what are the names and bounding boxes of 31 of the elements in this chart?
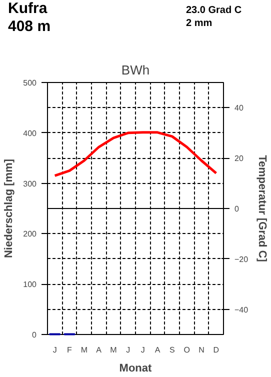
x-tick-label: M bbox=[80, 346, 88, 354]
x-tick-label: S bbox=[170, 346, 175, 354]
y-axis-title: Niederschlag [mm] bbox=[3, 158, 16, 258]
y2-tick-label: 20 bbox=[234, 154, 244, 164]
y-tick-label: 400 bbox=[23, 128, 38, 138]
text: 408 m bbox=[8, 18, 51, 35]
text: 23.0 Grad C bbox=[186, 5, 242, 16]
y-tick-label: 300 bbox=[23, 179, 38, 188]
text: 2 mm bbox=[186, 18, 212, 29]
text: Kufra bbox=[8, 0, 48, 17]
y2-tick-label: −20 bbox=[234, 254, 249, 264]
x-tick-label: J bbox=[52, 346, 57, 354]
x-tick-label: A bbox=[96, 346, 102, 354]
y-tick-label: 100 bbox=[23, 280, 38, 290]
x-tick-label: J bbox=[126, 346, 130, 354]
x-tick-label: D bbox=[213, 346, 220, 354]
y-tick-label: 0 bbox=[32, 330, 38, 340]
y-tick-label: 500 bbox=[23, 78, 38, 88]
x-tick-label: N bbox=[198, 346, 205, 354]
y2-axis-title: Temperatur [Grad C] bbox=[256, 155, 268, 262]
y-tick-label: 200 bbox=[23, 230, 38, 239]
x-axis-title: Monat bbox=[119, 362, 152, 374]
x-tick-label: O bbox=[184, 346, 190, 354]
x-tick-label: A bbox=[154, 346, 161, 354]
y2-tick-label: 40 bbox=[234, 104, 244, 113]
y2-tick-label: 0 bbox=[234, 204, 240, 214]
x-tick-label: J bbox=[140, 346, 145, 354]
chart-title: BWh bbox=[121, 62, 150, 78]
x-tick-label: M bbox=[110, 346, 118, 354]
y2-tick-label: −40 bbox=[234, 305, 249, 314]
x-tick-label: F bbox=[67, 346, 72, 354]
